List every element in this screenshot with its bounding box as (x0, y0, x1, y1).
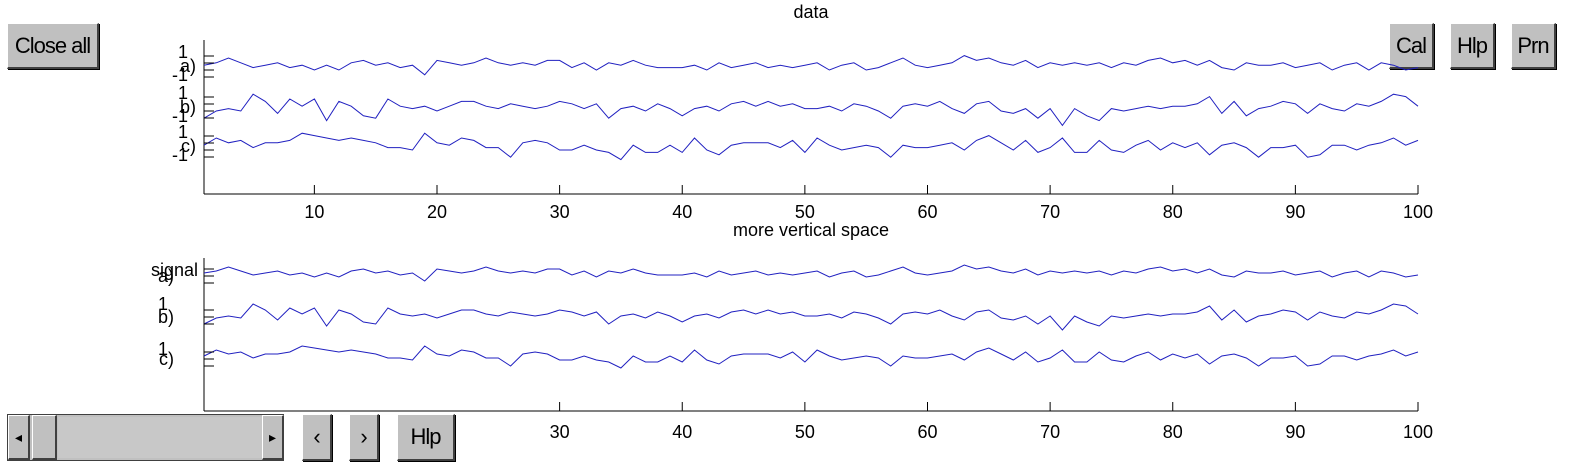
help-button-top[interactable]: Hlp (1450, 23, 1495, 69)
top-chart-series-line (203, 55, 1419, 76)
top-chart-y-tick-label: 1 (178, 42, 188, 62)
bottom-chart-series-line (203, 264, 1419, 282)
bottom-chart-series-label: c) (159, 349, 174, 369)
bottom-chart-title: more vertical space (733, 220, 889, 240)
print-button[interactable]: Prn (1511, 23, 1556, 69)
bottom-chart-x-tick-label: 80 (1163, 422, 1183, 442)
top-chart-title: data (793, 2, 829, 22)
next-button[interactable]: › (349, 414, 379, 461)
bottom-chart-y-tick-label: 1 (158, 294, 168, 314)
bottom-chart-x-tick-label: 50 (795, 422, 815, 442)
top-chart-x-tick-label: 80 (1163, 202, 1183, 222)
bottom-chart-x-tick-label: 90 (1285, 422, 1305, 442)
bottom-chart-x-tick-label: 100 (1403, 422, 1433, 442)
top-chart-x-tick-label: 60 (917, 202, 937, 222)
bottom-chart-y-tick-label: 1 (158, 339, 168, 359)
top-chart-x-tick-label: 70 (1040, 202, 1060, 222)
bottom-chart-series-line (203, 303, 1419, 331)
top-chart-series-label: a) (180, 56, 196, 76)
top-chart-y-tick-label: -1 (172, 65, 188, 85)
previous-button[interactable]: ‹ (302, 414, 332, 461)
horizontal-scrollbar[interactable]: ◂ ▸ (7, 414, 284, 461)
top-chart-y-tick-label: 1 (178, 83, 188, 103)
top-chart-series-label: c) (181, 136, 196, 156)
top-chart-y-tick-label: -1 (172, 145, 188, 165)
scroll-right-arrow-icon[interactable]: ▸ (262, 415, 284, 460)
top-chart-x-tick-label: 100 (1403, 202, 1433, 222)
bottom-chart-x-tick-label: 30 (550, 422, 570, 442)
bottom-chart-y-label: signal (151, 260, 198, 280)
top-chart-x-tick-label: 40 (672, 202, 692, 222)
bottom-chart-x-tick-label: 40 (672, 422, 692, 442)
top-chart-x-tick-label: 50 (795, 202, 815, 222)
top-chart-x-tick-label: 90 (1285, 202, 1305, 222)
top-chart-x-tick-label: 10 (304, 202, 324, 222)
top-chart-series-line (203, 93, 1419, 127)
top-chart-x-tick-label: 20 (427, 202, 447, 222)
bottom-chart-series-label: a) (158, 266, 174, 286)
top-chart-y-tick-label: -1 (172, 106, 188, 126)
scroll-track[interactable] (58, 417, 263, 458)
scroll-left-arrow-icon[interactable]: ◂ (8, 415, 30, 460)
scroll-thumb[interactable] (32, 415, 57, 460)
top-chart-series-label: b) (180, 97, 196, 117)
bottom-chart-series-label: b) (158, 307, 174, 327)
top-chart-x-tick-label: 30 (550, 202, 570, 222)
bottom-chart-series-line (203, 345, 1419, 369)
help-button-bottom[interactable]: Hlp (397, 414, 455, 461)
bottom-chart-x-tick-label: 60 (917, 422, 937, 442)
bottom-chart-x-tick-label: 70 (1040, 422, 1060, 442)
cal-button[interactable]: Cal (1389, 23, 1434, 69)
top-chart-series-line (203, 132, 1419, 161)
close-all-button[interactable]: Close all (7, 23, 99, 69)
top-chart-y-tick-label: 1 (178, 122, 188, 142)
